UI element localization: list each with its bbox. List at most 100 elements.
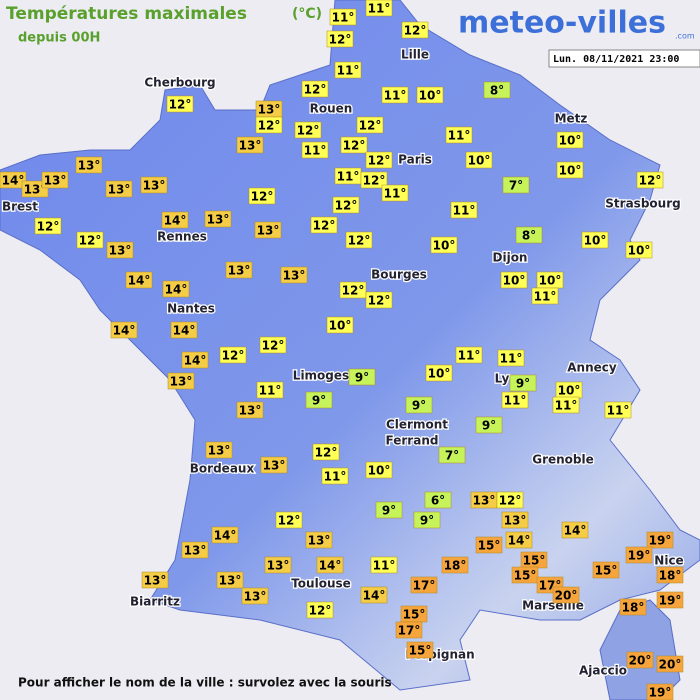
temperature: 12° — [335, 199, 358, 213]
temp-box — [332, 196, 360, 214]
temperature: 12° — [342, 284, 365, 298]
temperature: 9° — [312, 394, 326, 408]
temp-box — [110, 321, 138, 339]
temperature: 13° — [170, 375, 193, 389]
temperature: 11° — [500, 352, 523, 366]
temperature: 11° — [373, 559, 396, 573]
temperature: 10° — [368, 464, 391, 478]
temp-box — [646, 683, 674, 700]
temperature: 9° — [420, 514, 434, 528]
city-name: Annecy — [567, 361, 617, 375]
temperature: 9° — [355, 371, 369, 385]
temp-box — [381, 184, 409, 202]
temperature: 12° — [313, 219, 336, 233]
temp-box — [406, 641, 434, 659]
temp-box — [255, 116, 283, 134]
temperature: 13° — [143, 179, 166, 193]
temp-box — [219, 346, 247, 364]
temp-box — [211, 526, 239, 544]
temp-box — [280, 266, 308, 284]
temp-box — [360, 586, 388, 604]
temp-box — [275, 511, 303, 529]
temp-box — [181, 541, 209, 559]
temperature: 12° — [278, 514, 301, 528]
temperature: 11° — [324, 470, 347, 484]
temperature: 13° — [78, 159, 101, 173]
temp-box — [430, 236, 458, 254]
temperature: 10° — [419, 89, 442, 103]
city-name: Rennes — [157, 230, 207, 244]
temp-box — [225, 261, 253, 279]
temperature: 12° — [359, 119, 382, 133]
temp-box — [509, 374, 537, 392]
temperature: 13° — [283, 269, 306, 283]
temperature: 9° — [412, 399, 426, 413]
temperature: 12° — [251, 190, 274, 204]
temp-box — [370, 556, 398, 574]
temperature: 13° — [184, 544, 207, 558]
temperature: 13° — [108, 183, 131, 197]
temp-box — [326, 30, 354, 48]
temp-box — [552, 396, 580, 414]
temperature: 17° — [398, 624, 421, 638]
temp-box — [216, 571, 244, 589]
temp-box — [505, 531, 533, 549]
city-name: Bordeaux — [190, 462, 255, 476]
temp-box — [410, 576, 438, 594]
temp-box — [455, 346, 483, 364]
temperature: 11° — [448, 129, 471, 143]
city-name: Bourges — [371, 268, 427, 282]
temperature: 14° — [184, 354, 207, 368]
temp-box — [496, 491, 524, 509]
temperature: 9° — [382, 504, 396, 518]
temp-box — [425, 364, 453, 382]
temperature: 11° — [337, 64, 360, 78]
temp-box — [497, 349, 525, 367]
city-name: Nantes — [167, 302, 215, 316]
temp-box — [254, 221, 282, 239]
footer: Pour afficher le nom de la ville : survo… — [18, 676, 392, 690]
temperature: 14° — [319, 559, 342, 573]
city-name: Biarritz — [130, 595, 180, 609]
temp-box — [105, 180, 133, 198]
temperature: 13° — [473, 494, 496, 508]
temp-box — [604, 401, 632, 419]
temperature: 18° — [659, 569, 682, 583]
city-name: Clermont — [386, 418, 448, 432]
temperature: 11° — [504, 394, 527, 408]
temperature: 11° — [458, 349, 481, 363]
temperature: 12° — [258, 119, 281, 133]
temperature: 15° — [478, 539, 501, 553]
temp-box — [260, 456, 288, 474]
temp-box — [316, 556, 344, 574]
temp-box — [375, 501, 403, 519]
temperature: 10° — [468, 154, 491, 168]
temperature: 17° — [413, 579, 436, 593]
temperature: 11° — [607, 404, 630, 418]
temp-box — [381, 86, 409, 104]
temp-box — [395, 621, 423, 639]
temp-box — [483, 81, 511, 99]
temperature: 20° — [555, 589, 578, 603]
temperature: 13° — [207, 213, 230, 227]
temperature: 19° — [649, 686, 672, 700]
temperature: 14° — [214, 529, 237, 543]
temperature: 11° — [368, 2, 391, 16]
temperature: 13° — [263, 459, 286, 473]
temp-box — [0, 171, 27, 189]
temp-box — [416, 86, 444, 104]
unit: (°C) — [292, 6, 322, 22]
temperature: 18° — [622, 601, 645, 615]
temperature: 13° — [244, 590, 267, 604]
temperature: 13° — [208, 444, 231, 458]
temp-box — [334, 61, 362, 79]
temperature: 6° — [431, 494, 445, 508]
temp-box — [556, 161, 584, 179]
temperature: 13° — [504, 514, 527, 528]
temp-box — [445, 126, 473, 144]
temperature: 12° — [404, 24, 427, 38]
temperature: 12° — [222, 349, 245, 363]
temperature: 12° — [262, 339, 285, 353]
temp-box — [21, 180, 49, 198]
temp-box — [167, 372, 195, 390]
